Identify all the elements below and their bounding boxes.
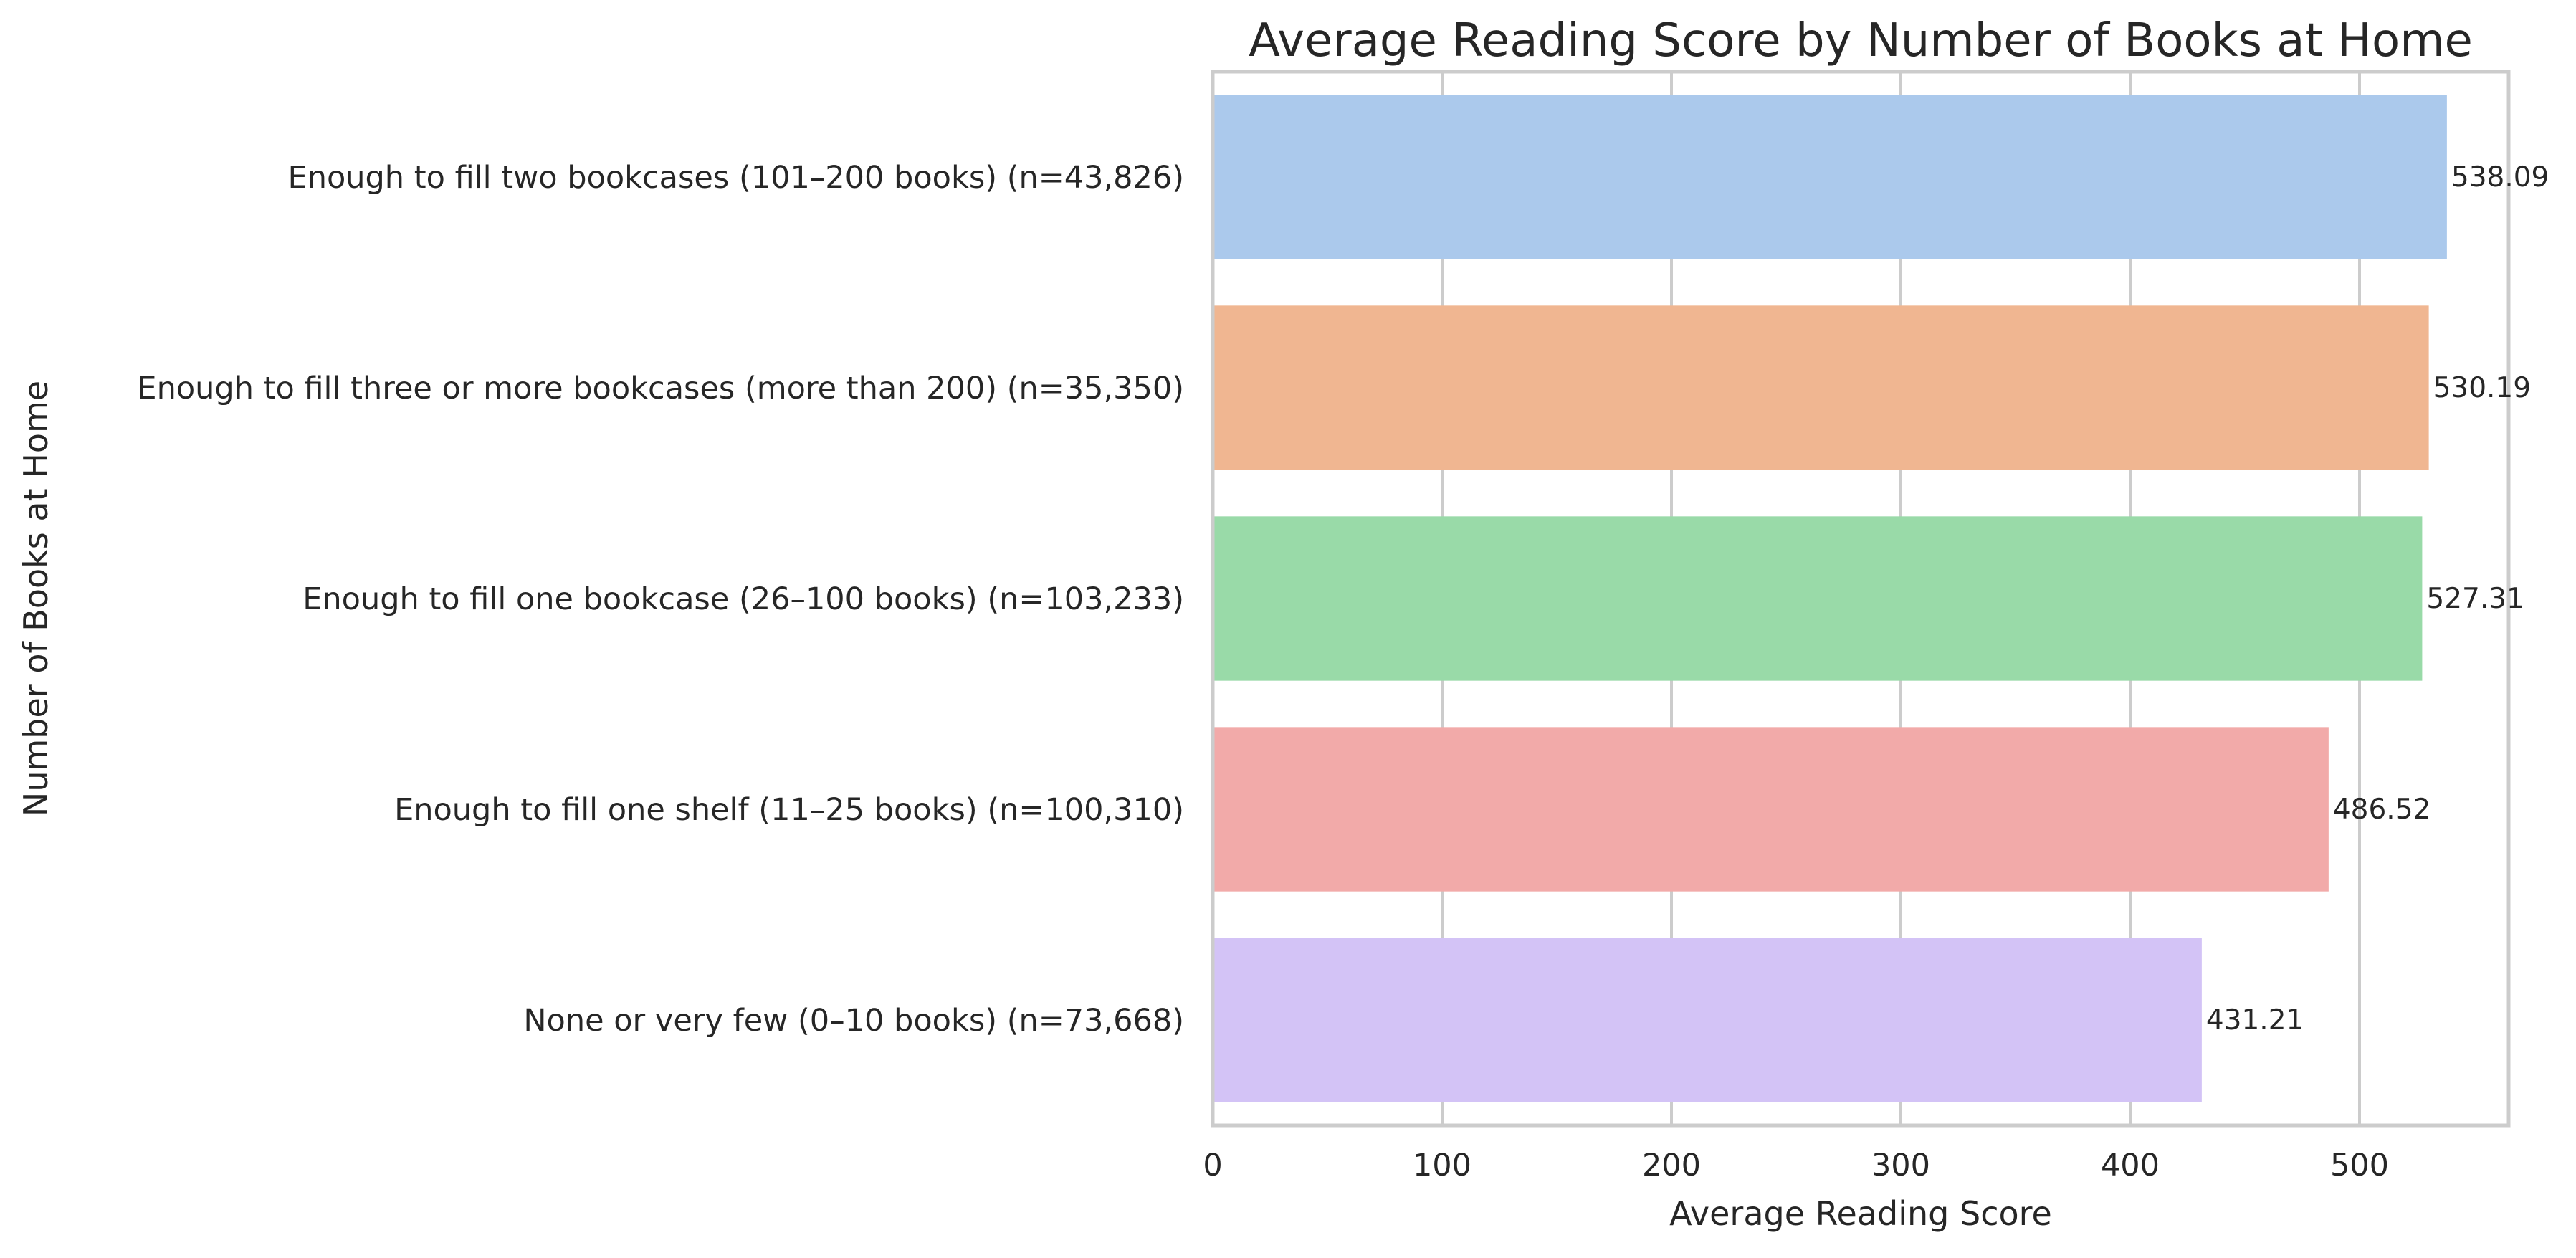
- x-tick-label: 0: [1203, 1148, 1222, 1183]
- plot-frame: [1211, 70, 2511, 1128]
- bar: [1213, 938, 2202, 1102]
- x-tick-label: 400: [2101, 1148, 2160, 1183]
- bar-value-label: 486.52: [2333, 794, 2430, 826]
- bar-value-label: 530.19: [2433, 372, 2531, 404]
- y-tick-label: Enough to fill one shelf (11–25 books) (…: [394, 792, 1184, 828]
- bar-value-label: 431.21: [2206, 1004, 2304, 1037]
- bar-layer: [1213, 95, 2447, 1102]
- x-tick-label: 300: [1871, 1148, 1930, 1183]
- x-axis-label: Average Reading Score: [1669, 1194, 2052, 1233]
- chart-title: Average Reading Score by Number of Books…: [1249, 14, 2473, 67]
- bar-value-label: 538.09: [2451, 161, 2549, 194]
- y-tick-label: Enough to fill three or more bookcases (…: [137, 371, 1184, 406]
- tick-layer: 0 100 200 300 400 500: [1203, 1148, 2389, 1183]
- y-axis-label: Number of Books at Home: [16, 381, 55, 816]
- y-tick-label: Enough to fill one bookcase (26–100 book…: [302, 581, 1184, 617]
- bar-value-label: 527.31: [2426, 583, 2524, 615]
- bar: [1213, 305, 2429, 470]
- y-tick-label: Enough to fill two bookcases (101–200 bo…: [288, 160, 1184, 196]
- bar: [1213, 516, 2423, 681]
- x-tick-label: 200: [1642, 1148, 1701, 1183]
- label-layer: Enough to fill two bookcases (101–200 bo…: [137, 160, 2549, 1039]
- bar: [1213, 95, 2447, 259]
- bar: [1213, 727, 2329, 892]
- y-tick-label: None or very few (0–10 books) (n=73,668): [523, 1003, 1184, 1039]
- x-tick-label: 500: [2330, 1148, 2389, 1183]
- x-tick-label: 100: [1413, 1148, 1471, 1183]
